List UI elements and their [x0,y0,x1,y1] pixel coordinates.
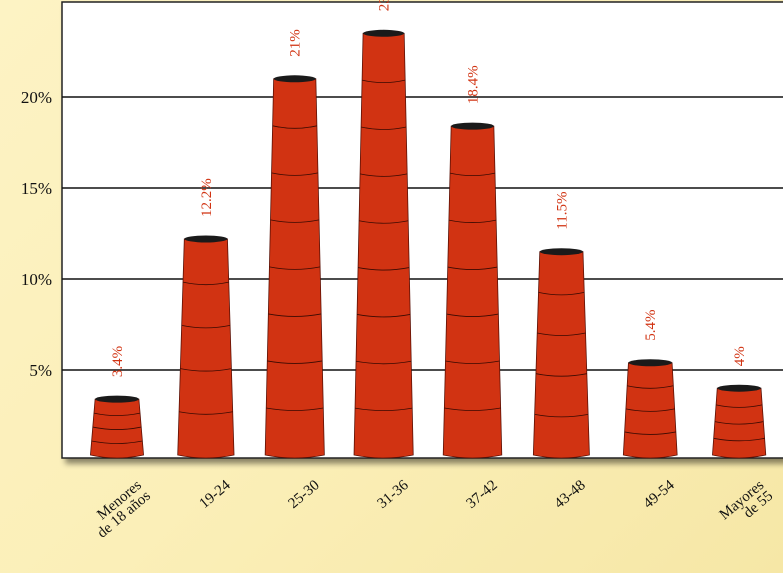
bar-group: 5.4% [622,309,678,459]
bar [90,398,144,459]
bar-ring [355,360,412,365]
bar [712,387,767,459]
value-label: 3.4% [110,346,126,377]
bars: 3.4% 12.2% 21% 23.5% 18.4% 11.5% 5.4% 4% [90,0,767,459]
bar [353,32,414,459]
bar [622,362,678,459]
value-label: 23.5% [377,0,393,11]
bar-group: 23.5% [353,0,414,459]
bar-group: 11.5% [532,191,590,459]
bar-ring [713,437,765,442]
bar-ring [267,360,323,364]
bar-cap [273,75,316,83]
y-tick-label: 5% [29,361,52,380]
value-label: 11.5% [554,191,570,229]
bar-ring [446,313,499,317]
bar-ring [269,266,321,270]
bar-ring [356,314,411,318]
bar-ring [535,373,587,377]
bar-cap [451,122,494,130]
bar-cap [184,235,228,243]
plot-area [61,1,783,459]
bar-ring [91,440,143,444]
bar-ring [444,407,501,411]
bar-ring [268,313,322,317]
grid: 5% 10% 15% 20% [21,88,783,380]
bar [532,251,590,459]
bar [442,125,503,459]
bar-ring [272,125,317,129]
bar-cap [717,384,761,392]
bar-ring [360,126,407,130]
bar-group: 4% [712,346,767,459]
bar-ring [447,266,498,270]
bar-ring [715,404,763,408]
bar-cap [628,359,673,367]
bar-ring [714,421,764,425]
bar-ring [182,281,229,286]
bar-group: 3.4% [90,346,144,459]
bar-ring [266,407,324,411]
bar-ring [93,412,141,416]
y-tick-label: 20% [21,88,52,107]
bar-ring [448,219,497,223]
y-tick-label: 10% [21,270,52,289]
bar-ring [354,407,413,412]
bar-ring [445,360,500,364]
bar-ring [92,426,142,430]
bar-ring [627,385,674,389]
bar-ring [180,368,232,372]
bar-ring [359,173,408,177]
bar-ring [538,291,585,296]
bar-ring [357,267,410,271]
bar-ring [270,219,320,223]
bar-ring [537,332,586,336]
bar-group: 12.2% [177,178,235,459]
value-label: 18.4% [466,65,482,104]
bar-ring [449,172,496,177]
bar-ring [358,220,409,224]
value-label: 12.2% [199,178,215,217]
bar [264,78,325,459]
bar-group: 18.4% [442,65,503,459]
value-label: 21% [288,29,304,57]
bar-cap [539,248,583,256]
bar-ring [178,411,233,415]
bar [177,238,235,459]
y-tick-label: 15% [21,179,52,198]
bar-group: 21% [264,29,325,459]
bar-ring [534,413,589,418]
bar-ring [624,431,676,435]
bar-ring [271,172,319,176]
bar-ring [361,79,406,84]
bar-cap [95,395,139,403]
bar-cap [363,29,405,37]
bar-ring [625,408,675,412]
value-label: 4% [732,346,748,366]
value-label: 5.4% [643,309,659,340]
bar-ring [181,324,231,329]
